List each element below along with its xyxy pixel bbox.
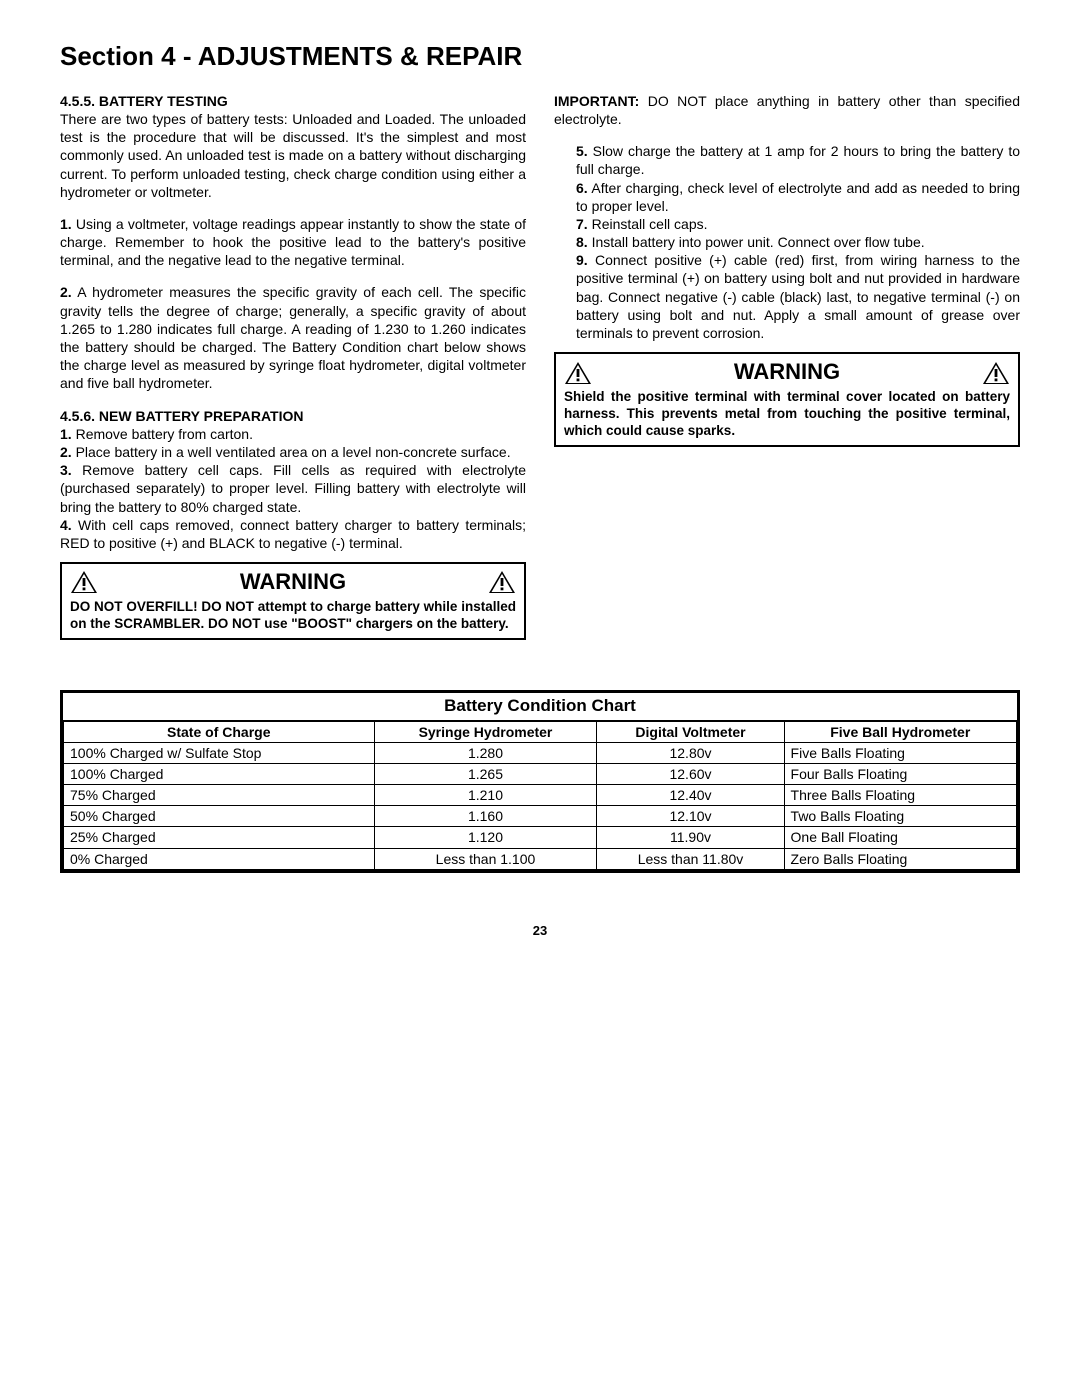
warning-title: WARNING	[734, 358, 840, 387]
table-cell: Three Balls Floating	[784, 785, 1016, 806]
step-num: 3.	[60, 462, 72, 478]
warning-body: Shield the positive terminal with termin…	[564, 389, 1010, 440]
step-text: Remove battery from carton.	[72, 426, 253, 442]
table-cell: 25% Charged	[64, 827, 375, 848]
warning-triangle-icon	[488, 570, 516, 594]
prep-step-4: 4. With cell caps removed, connect batte…	[60, 516, 526, 552]
table-cell: 50% Charged	[64, 806, 375, 827]
prep-step-7: 7. Reinstall cell caps.	[576, 215, 1020, 233]
step-text: Place battery in a well ventilated area …	[72, 444, 511, 460]
right-column: IMPORTANT: DO NOT place anything in batt…	[554, 92, 1020, 641]
warning-title: WARNING	[240, 568, 346, 597]
prep-step-3: 3. Remove battery cell caps. Fill cells …	[60, 461, 526, 516]
table-row: 50% Charged1.16012.10vTwo Balls Floating	[64, 806, 1017, 827]
col-header: Digital Voltmeter	[597, 721, 784, 743]
heading-new-battery-prep: 4.5.6. NEW BATTERY PREPARATION	[60, 407, 526, 425]
step-num-2: 2.	[60, 284, 72, 300]
prep-step-6: 6. After charging, check level of electr…	[576, 179, 1020, 215]
warning-triangle-icon	[982, 361, 1010, 385]
battery-condition-chart: Battery Condition Chart State of Charge …	[60, 690, 1020, 872]
left-column: 4.5.5. BATTERY TESTING There are two typ…	[60, 92, 526, 641]
prep-step-8: 8. Install battery into power unit. Conn…	[576, 233, 1020, 251]
table-cell: 1.265	[374, 763, 597, 784]
step-num: 1.	[60, 426, 72, 442]
warning-box-right: WARNING Shield the positive terminal wit…	[554, 352, 1020, 447]
table-cell: 0% Charged	[64, 848, 375, 869]
step-text-2: A hydrometer measures the specific gravi…	[60, 284, 526, 391]
table-cell: Less than 1.100	[374, 848, 597, 869]
step-num: 4.	[60, 517, 72, 533]
warning-triangle-icon	[70, 570, 98, 594]
table-cell: 1.120	[374, 827, 597, 848]
warning-triangle-icon	[564, 361, 592, 385]
table-cell: Five Balls Floating	[784, 742, 1016, 763]
warning-body: DO NOT OVERFILL! DO NOT attempt to charg…	[70, 599, 516, 633]
step-hydrometer: 2. A hydrometer measures the specific gr…	[60, 283, 526, 392]
step-text: Connect positive (+) cable (red) first, …	[576, 252, 1020, 341]
prep-step-9: 9. Connect positive (+) cable (red) firs…	[576, 251, 1020, 342]
col-header: State of Charge	[64, 721, 375, 743]
step-num: 2.	[60, 444, 72, 460]
step-text: With cell caps removed, connect battery …	[60, 517, 526, 551]
table-cell: 1.160	[374, 806, 597, 827]
warning-box-left: WARNING DO NOT OVERFILL! DO NOT attempt …	[60, 562, 526, 640]
step-text: Remove battery cell caps. Fill cells as …	[60, 462, 526, 514]
prep-step-5: 5. Slow charge the battery at 1 amp for …	[576, 142, 1020, 178]
step-text: Install battery into power unit. Connect…	[588, 234, 925, 250]
table-cell: 11.90v	[597, 827, 784, 848]
table-row: 25% Charged1.12011.90vOne Ball Floating	[64, 827, 1017, 848]
table-row: 100% Charged w/ Sulfate Stop1.28012.80vF…	[64, 742, 1017, 763]
page-number: 23	[60, 923, 1020, 940]
table-cell: Zero Balls Floating	[784, 848, 1016, 869]
table-cell: 1.280	[374, 742, 597, 763]
step-text: After charging, check level of electroly…	[576, 180, 1020, 214]
table-cell: One Ball Floating	[784, 827, 1016, 848]
table-cell: Four Balls Floating	[784, 763, 1016, 784]
table-cell: 12.60v	[597, 763, 784, 784]
table-cell: 12.80v	[597, 742, 784, 763]
table-cell: 1.210	[374, 785, 597, 806]
table-row: 75% Charged1.21012.40vThree Balls Floati…	[64, 785, 1017, 806]
table-header-row: State of Charge Syringe Hydrometer Digit…	[64, 721, 1017, 743]
table-cell: 100% Charged w/ Sulfate Stop	[64, 742, 375, 763]
para-battery-testing-intro: There are two types of battery tests: Un…	[60, 110, 526, 201]
step-num-1: 1.	[60, 216, 72, 232]
warning-header: WARNING	[564, 358, 1010, 387]
section-title: Section 4 - ADJUSTMENTS & REPAIR	[60, 40, 1020, 74]
col-header: Five Ball Hydrometer	[784, 721, 1016, 743]
table-cell: 100% Charged	[64, 763, 375, 784]
step-text: Slow charge the battery at 1 amp for 2 h…	[576, 143, 1020, 177]
step-num: 7.	[576, 216, 588, 232]
important-label: IMPORTANT:	[554, 93, 639, 109]
warning-header: WARNING	[70, 568, 516, 597]
step-voltmeter: 1. Using a voltmeter, voltage readings a…	[60, 215, 526, 270]
prep-step-2: 2. Place battery in a well ventilated ar…	[60, 443, 526, 461]
table-cell: Less than 11.80v	[597, 848, 784, 869]
prep-step-1: 1. Remove battery from carton.	[60, 425, 526, 443]
table-cell: Two Balls Floating	[784, 806, 1016, 827]
chart-table: State of Charge Syringe Hydrometer Digit…	[63, 720, 1017, 870]
table-row: 0% ChargedLess than 1.100Less than 11.80…	[64, 848, 1017, 869]
step-num: 8.	[576, 234, 588, 250]
heading-battery-testing: 4.5.5. BATTERY TESTING	[60, 92, 526, 110]
chart-title: Battery Condition Chart	[63, 693, 1017, 719]
table-row: 100% Charged1.26512.60vFour Balls Floati…	[64, 763, 1017, 784]
step-num: 9.	[576, 252, 588, 268]
right-steps-block: 5. Slow charge the battery at 1 amp for …	[576, 142, 1020, 342]
two-column-layout: 4.5.5. BATTERY TESTING There are two typ…	[60, 92, 1020, 641]
step-text-1: Using a voltmeter, voltage readings appe…	[60, 216, 526, 268]
table-cell: 75% Charged	[64, 785, 375, 806]
step-text: Reinstall cell caps.	[588, 216, 708, 232]
table-cell: 12.40v	[597, 785, 784, 806]
step-num: 5.	[576, 143, 588, 159]
step-num: 6.	[576, 180, 588, 196]
col-header: Syringe Hydrometer	[374, 721, 597, 743]
important-note: IMPORTANT: DO NOT place anything in batt…	[554, 92, 1020, 128]
table-cell: 12.10v	[597, 806, 784, 827]
